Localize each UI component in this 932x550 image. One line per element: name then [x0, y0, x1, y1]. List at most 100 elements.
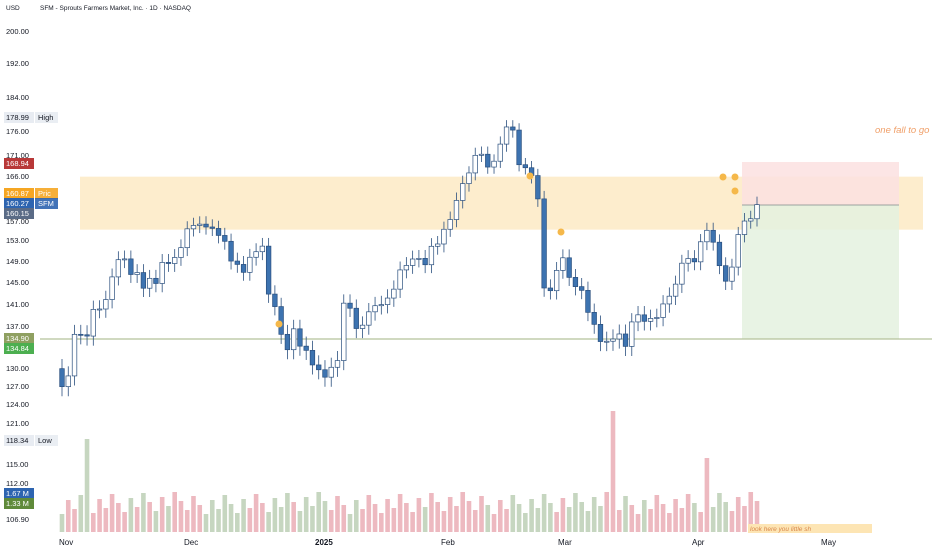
candle-body[interactable]: [366, 311, 372, 326]
candle-body[interactable]: [403, 265, 410, 271]
candle-body[interactable]: [616, 333, 622, 340]
candle-body[interactable]: [735, 234, 741, 268]
candle-body[interactable]: [165, 262, 172, 264]
candle-body[interactable]: [103, 299, 109, 310]
candle-body[interactable]: [90, 309, 96, 337]
candle-body[interactable]: [729, 266, 735, 282]
candle-body[interactable]: [510, 126, 516, 131]
candle-body[interactable]: [741, 220, 748, 235]
candle-body[interactable]: [328, 366, 334, 378]
candle-body[interactable]: [435, 243, 441, 247]
candle-body[interactable]: [316, 364, 322, 371]
candle-body[interactable]: [291, 328, 297, 351]
candle-body[interactable]: [71, 333, 78, 377]
candle-body[interactable]: [553, 270, 560, 292]
candle-body[interactable]: [754, 204, 760, 220]
candle-body[interactable]: [391, 288, 397, 299]
candle-body[interactable]: [297, 328, 303, 347]
candle-body[interactable]: [466, 172, 472, 184]
candle-body[interactable]: [347, 302, 353, 309]
candle-body[interactable]: [516, 129, 522, 166]
candle-body[interactable]: [65, 375, 71, 388]
candle-body[interactable]: [660, 303, 666, 318]
candle-body[interactable]: [679, 262, 685, 285]
candle-body[interactable]: [78, 333, 84, 336]
candle-body[interactable]: [422, 258, 428, 266]
candle-body[interactable]: [441, 228, 447, 245]
candle-body[interactable]: [409, 258, 416, 266]
candle-body[interactable]: [491, 160, 497, 168]
candle-body[interactable]: [109, 276, 115, 300]
candle-body[interactable]: [372, 305, 378, 313]
candle-body[interactable]: [303, 345, 309, 351]
candle-body[interactable]: [691, 258, 698, 263]
candle-body[interactable]: [128, 258, 134, 275]
candle-body[interactable]: [535, 175, 541, 200]
candle-body[interactable]: [178, 247, 184, 258]
candle-body[interactable]: [247, 256, 253, 273]
candle-body[interactable]: [353, 307, 359, 329]
candle-body[interactable]: [622, 333, 629, 347]
candle-body[interactable]: [610, 338, 616, 342]
candle-body[interactable]: [716, 241, 723, 267]
candle-body[interactable]: [228, 240, 234, 262]
candle-body[interactable]: [635, 314, 641, 323]
candle-body[interactable]: [159, 262, 165, 284]
candle-body[interactable]: [240, 264, 247, 273]
candle-body[interactable]: [629, 321, 635, 347]
candle-body[interactable]: [147, 277, 153, 289]
candle-body[interactable]: [209, 226, 215, 229]
candle-body[interactable]: [560, 257, 566, 271]
candle-body[interactable]: [685, 258, 691, 264]
candle-body[interactable]: [604, 340, 610, 343]
candle-body[interactable]: [566, 257, 572, 278]
candle-body[interactable]: [272, 293, 278, 307]
candle-body[interactable]: [723, 265, 729, 282]
candle-body[interactable]: [121, 258, 128, 261]
candle-body[interactable]: [697, 241, 704, 263]
candle-body[interactable]: [384, 297, 391, 305]
candle-body[interactable]: [541, 198, 547, 289]
candle-body[interactable]: [265, 245, 272, 295]
candle-body[interactable]: [253, 251, 259, 258]
candle-body[interactable]: [591, 312, 597, 325]
candle-body[interactable]: [322, 369, 328, 378]
candle-body[interactable]: [96, 308, 103, 311]
candle-body[interactable]: [447, 219, 453, 230]
candle-body[interactable]: [547, 287, 554, 292]
candle-body[interactable]: [485, 153, 491, 168]
candle-body[interactable]: [234, 260, 240, 265]
candle-body[interactable]: [397, 269, 403, 290]
candle-body[interactable]: [184, 228, 190, 249]
candle-body[interactable]: [341, 302, 347, 361]
candle-body[interactable]: [460, 183, 466, 201]
candle-body[interactable]: [84, 334, 90, 337]
candle-body[interactable]: [710, 229, 716, 243]
candle-body[interactable]: [522, 164, 528, 169]
candle-body[interactable]: [585, 290, 591, 313]
candle-body[interactable]: [641, 314, 647, 322]
candle-body[interactable]: [497, 143, 503, 162]
candle-body[interactable]: [278, 306, 284, 335]
candle-body[interactable]: [203, 223, 209, 228]
candle-body[interactable]: [597, 324, 604, 342]
candle-body[interactable]: [453, 200, 460, 220]
candle-body[interactable]: [503, 126, 510, 145]
candle-body[interactable]: [190, 225, 197, 230]
candle-body[interactable]: [654, 317, 660, 319]
candle-body[interactable]: [59, 368, 65, 388]
candle-body[interactable]: [153, 277, 159, 284]
candle-body[interactable]: [478, 153, 485, 156]
candle-body[interactable]: [334, 360, 341, 368]
candle-body[interactable]: [428, 245, 435, 266]
candle-body[interactable]: [215, 228, 222, 236]
candle-body[interactable]: [748, 218, 754, 222]
candle-body[interactable]: [572, 277, 579, 287]
candle-body[interactable]: [704, 229, 710, 243]
candle-body[interactable]: [134, 272, 140, 275]
candle-body[interactable]: [359, 324, 366, 329]
candle-body[interactable]: [672, 283, 679, 297]
candle-body[interactable]: [259, 245, 266, 253]
candle-body[interactable]: [140, 272, 147, 289]
